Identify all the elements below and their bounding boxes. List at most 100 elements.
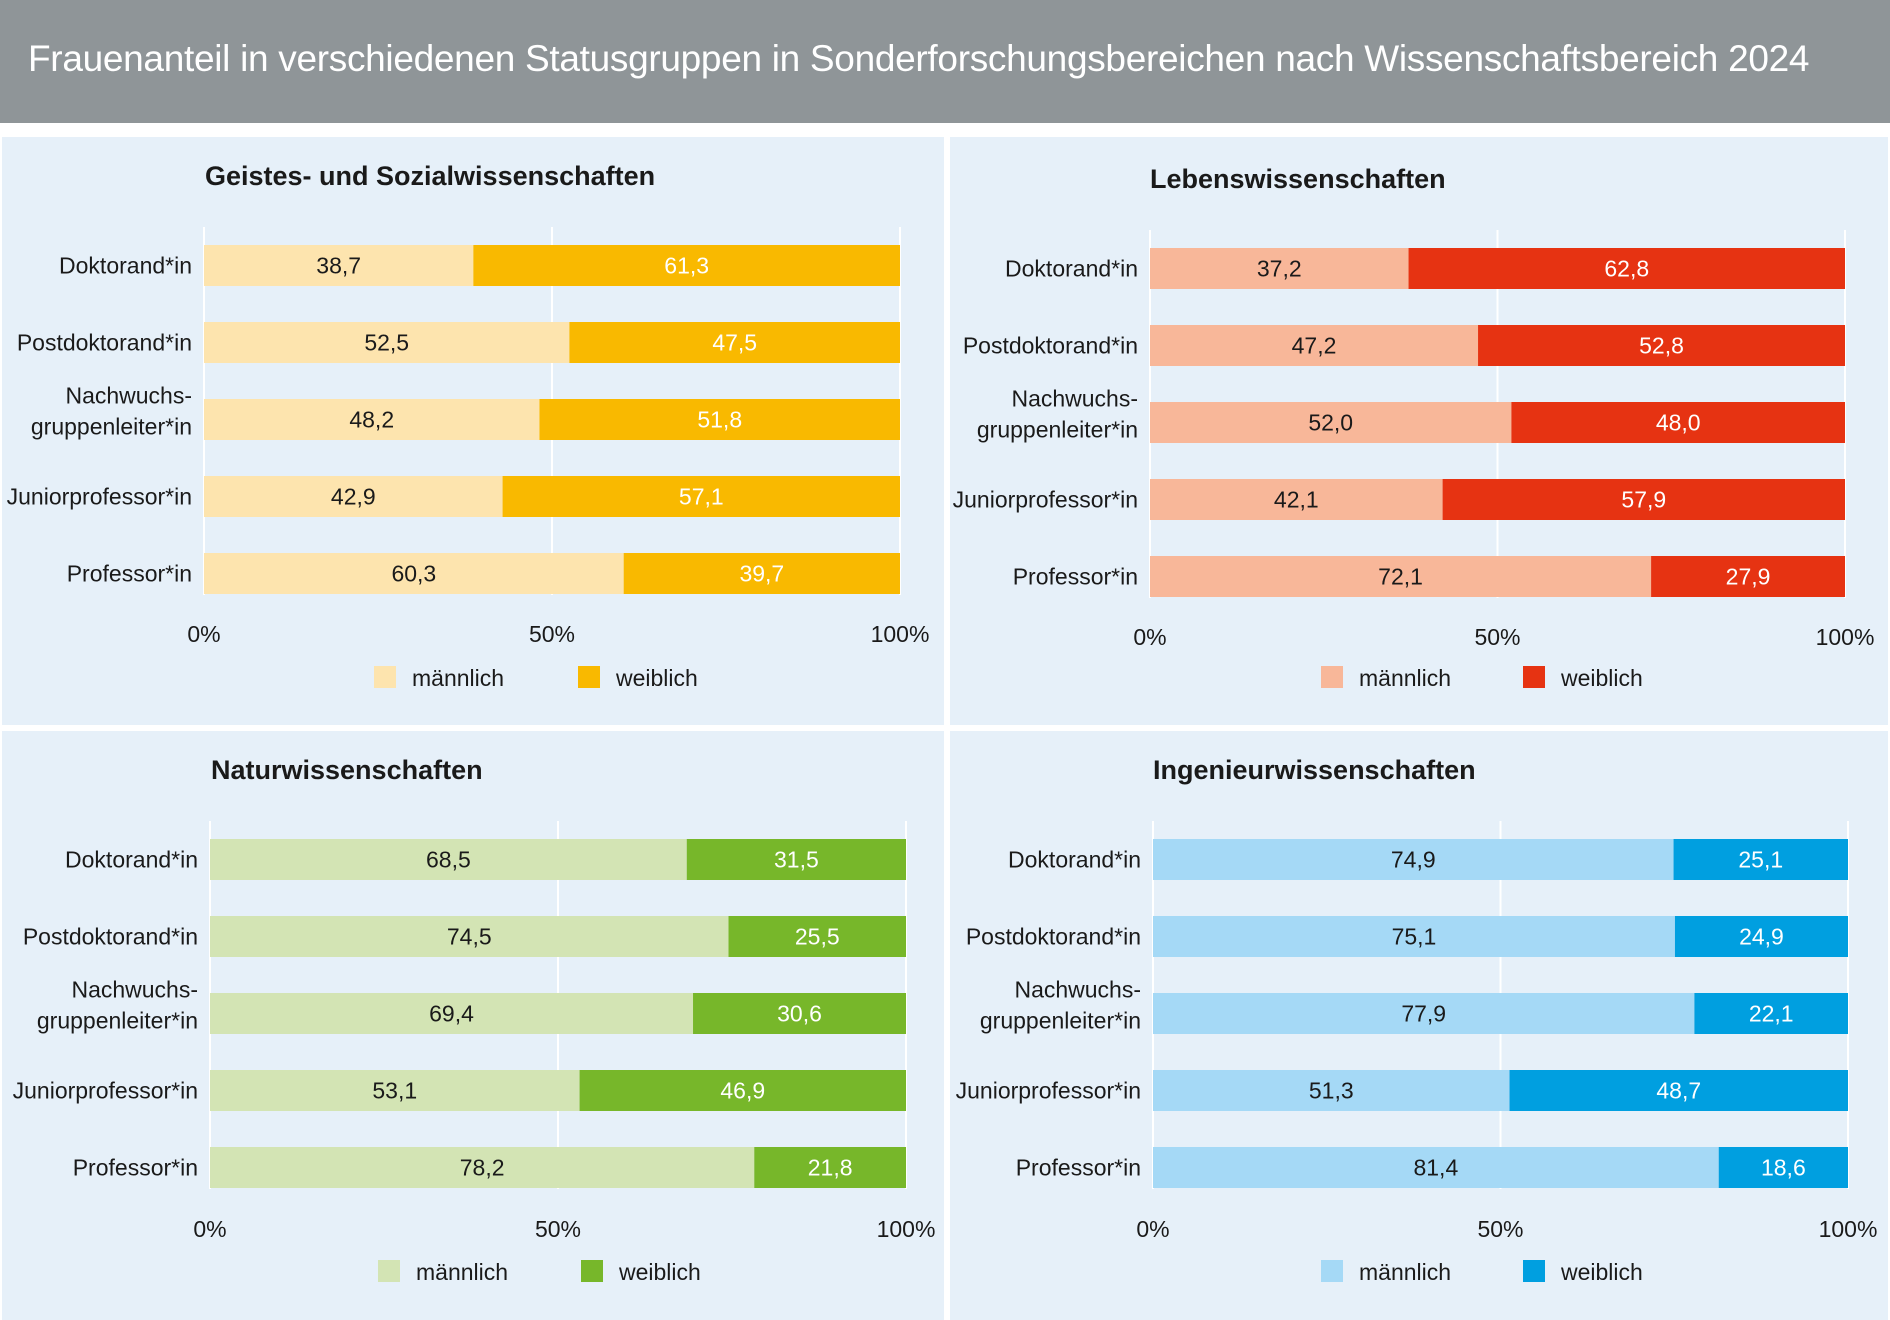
category-label: Doktorand*in — [1005, 256, 1138, 282]
bar-maennlich — [210, 916, 729, 957]
bar-weiblich — [1478, 325, 1845, 366]
bar-maennlich — [210, 1147, 755, 1188]
header-bar: Frauenanteil in verschiedenen Statusgrup… — [0, 0, 1890, 123]
chart-panel-natur: Naturwissenschaften 68,5 31,5 Doktorand*in… — [2, 731, 944, 1320]
data-label: 25,1 — [1738, 847, 1783, 873]
legend-swatch — [374, 666, 396, 688]
tick-label: 100% — [1816, 624, 1875, 650]
legend-swatch — [1523, 666, 1545, 688]
data-label: 52,5 — [364, 330, 409, 356]
tick-label: 0% — [1133, 624, 1166, 650]
chart-panel-ingenieur: Ingenieurwissenschaften 74,9 25,1 Doktoran… — [950, 731, 1888, 1320]
data-label: 39,7 — [739, 561, 784, 587]
legend-swatch — [1523, 1260, 1545, 1282]
chart-title: Naturwissenschaften — [211, 755, 483, 785]
legend-swatch — [378, 1260, 400, 1282]
data-label: 52,8 — [1639, 333, 1684, 359]
tick-label: 0% — [187, 621, 220, 647]
bar-maennlich — [210, 1070, 580, 1111]
data-label: 72,1 — [1378, 564, 1423, 590]
tick-label: 50% — [529, 621, 575, 647]
bar-weiblich — [1673, 839, 1848, 880]
data-label: 77,9 — [1401, 1001, 1446, 1027]
category-label: Nachwuchs-gruppenleiter*in — [980, 977, 1141, 1034]
bar-weiblich — [569, 322, 900, 363]
bar-maennlich — [1150, 556, 1652, 597]
data-label: 68,5 — [426, 847, 471, 873]
chart-title: Lebenswissenschaften — [1150, 164, 1446, 194]
bar-weiblich — [539, 399, 900, 440]
bar-weiblich — [1442, 479, 1845, 520]
bar-weiblich — [686, 839, 906, 880]
tick-label: 50% — [1477, 1216, 1523, 1242]
category-label: Postdoktorand*in — [966, 924, 1141, 950]
legend-label: männlich — [1359, 665, 1451, 691]
bar-weiblich — [1718, 1147, 1848, 1188]
data-label: 69,4 — [429, 1001, 474, 1027]
data-label: 47,5 — [712, 330, 757, 356]
data-label: 81,4 — [1413, 1155, 1458, 1181]
data-label: 57,1 — [679, 484, 724, 510]
data-label: 37,2 — [1257, 256, 1302, 282]
bar-weiblich — [1651, 556, 1845, 597]
data-label: 74,9 — [1391, 847, 1436, 873]
chart-svg: 74,9 25,1 Doktorand*in 75,1 24,9 Postdoktoran… — [956, 821, 1878, 1285]
data-label: 52,0 — [1308, 410, 1353, 436]
bar-weiblich — [1511, 402, 1845, 443]
data-label: 75,1 — [1392, 924, 1437, 950]
chart-svg: 38,7 61,3 Doktorand*in 52,5 47,5 Postdoktoran… — [7, 227, 930, 691]
bar-weiblich — [1694, 993, 1848, 1034]
bar-weiblich — [473, 245, 900, 286]
data-label: 42,9 — [331, 484, 376, 510]
data-label: 48,7 — [1656, 1078, 1701, 1104]
bar-maennlich — [1153, 1147, 1719, 1188]
data-label: 60,3 — [391, 561, 436, 587]
category-label: Juniorprofessor*in — [956, 1078, 1141, 1104]
bar-weiblich — [1408, 248, 1845, 289]
bar-maennlich — [204, 322, 570, 363]
legend-swatch — [1321, 666, 1343, 688]
legend-label: weiblich — [1560, 665, 1643, 691]
tick-label: 100% — [1819, 1216, 1878, 1242]
bar-maennlich — [204, 399, 540, 440]
category-label: Postdoktorand*in — [963, 333, 1138, 359]
data-label: 51,8 — [697, 407, 742, 433]
data-label: 27,9 — [1726, 564, 1771, 590]
data-label: 30,6 — [777, 1001, 822, 1027]
tick-label: 100% — [877, 1216, 936, 1242]
category-label: Nachwuchs-gruppenleiter*in — [37, 977, 198, 1034]
data-label: 48,2 — [349, 407, 394, 433]
data-label: 48,0 — [1656, 410, 1701, 436]
bar-maennlich — [1150, 479, 1443, 520]
category-label: Postdoktorand*in — [17, 330, 192, 356]
data-label: 46,9 — [720, 1078, 765, 1104]
chart-panel-lebens: Lebenswissenschaften 37,2 62,8 Doktorand*i… — [950, 137, 1888, 725]
category-label: Postdoktorand*in — [23, 924, 198, 950]
bar-maennlich — [204, 476, 503, 517]
bar-weiblich — [579, 1070, 906, 1111]
bar-weiblich — [693, 993, 906, 1034]
bar-maennlich — [1153, 839, 1674, 880]
category-label: Doktorand*in — [1008, 847, 1141, 873]
legend-swatch — [578, 666, 600, 688]
data-label: 53,1 — [372, 1078, 417, 1104]
bar-weiblich — [728, 916, 906, 957]
data-label: 31,5 — [774, 847, 819, 873]
legend-label: männlich — [416, 1259, 508, 1285]
data-label: 42,1 — [1274, 487, 1319, 513]
bar-maennlich — [1153, 1070, 1510, 1111]
bar-maennlich — [204, 553, 624, 594]
data-label: 74,5 — [447, 924, 492, 950]
tick-label: 50% — [1474, 624, 1520, 650]
bar-maennlich — [210, 993, 694, 1034]
tick-label: 50% — [535, 1216, 581, 1242]
data-label: 38,7 — [316, 253, 361, 279]
category-label: Juniorprofessor*in — [7, 484, 192, 510]
tick-label: 100% — [871, 621, 930, 647]
bar-maennlich — [1153, 993, 1695, 1034]
page-title: Frauenanteil in verschiedenen Statusgrup… — [28, 38, 1810, 79]
legend-label: weiblich — [1560, 1259, 1643, 1285]
tick-label: 0% — [1136, 1216, 1169, 1242]
bar-weiblich — [754, 1147, 906, 1188]
data-label: 57,9 — [1621, 487, 1666, 513]
